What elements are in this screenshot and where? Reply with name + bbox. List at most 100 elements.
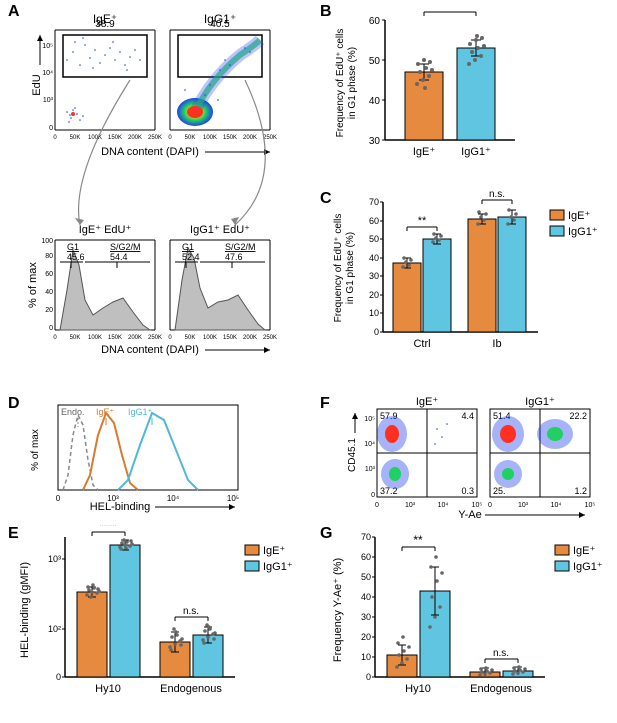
- svg-text:250K: 250K: [148, 335, 162, 341]
- svg-text:0: 0: [56, 494, 61, 503]
- svg-text:60: 60: [369, 216, 379, 226]
- svg-text:0: 0: [374, 327, 379, 337]
- svg-text:10³: 10³: [48, 554, 61, 564]
- panel-a-bot-igg1-title: IgG1⁺ EdU⁺: [190, 224, 250, 236]
- panel-d: Endo. IgE⁺ IgG1⁺ 010³10⁴10⁵ % of max HEL…: [10, 395, 290, 515]
- svg-text:0: 0: [488, 502, 492, 509]
- panel-a: 38.9 010³10⁴10⁵: [10, 5, 290, 365]
- panel-a-bot-ige-title: IgE⁺ EdU⁺: [79, 224, 132, 236]
- svg-text:10: 10: [369, 308, 379, 318]
- svg-text:10⁴: 10⁴: [167, 494, 180, 503]
- svg-text:Hy10: Hy10: [405, 683, 431, 695]
- svg-text:25.: 25.: [493, 486, 506, 496]
- svg-text:50K: 50K: [70, 335, 81, 341]
- svg-text:**: **: [445, 5, 455, 12]
- svg-text:S/G2/M: S/G2/M: [225, 242, 256, 252]
- svg-text:Frequency of EdU⁺ cells: Frequency of EdU⁺ cells: [333, 214, 344, 323]
- svg-text:10⁴: 10⁴: [438, 502, 449, 509]
- svg-text:0: 0: [49, 125, 53, 132]
- panel-a-igg1-title: IgG1⁺: [204, 12, 236, 26]
- svg-text:0: 0: [168, 135, 172, 141]
- svg-text:200K: 200K: [243, 335, 257, 341]
- svg-text:250K: 250K: [148, 135, 162, 141]
- svg-text:50: 50: [361, 572, 371, 582]
- svg-text:100K: 100K: [88, 335, 102, 341]
- svg-text:IgG1⁺: IgG1⁺: [525, 396, 555, 408]
- svg-text:Endogenous: Endogenous: [160, 683, 222, 695]
- svg-text:100K: 100K: [203, 135, 217, 141]
- svg-text:80: 80: [45, 253, 53, 260]
- svg-text:70: 70: [369, 197, 379, 207]
- svg-text:20: 20: [361, 632, 371, 642]
- svg-text:40: 40: [361, 592, 371, 602]
- svg-text:30: 30: [369, 136, 381, 147]
- svg-text:250K: 250K: [263, 335, 277, 341]
- panel-f-svg: 57.9 4.4 0.3 37.2 010³10⁴10⁵ 010³10⁴10⁵ …: [325, 395, 615, 520]
- svg-text:250K: 250K: [263, 135, 277, 141]
- svg-text:0: 0: [56, 672, 61, 682]
- panel-g-svg: 01020 304050 6070: [325, 525, 615, 715]
- svg-text:100: 100: [41, 238, 53, 245]
- panel-a-ige-title: IgE⁺: [93, 12, 117, 26]
- svg-text:Ctrl: Ctrl: [413, 338, 430, 350]
- svg-text:**: **: [413, 533, 423, 547]
- svg-text:IgE⁺: IgE⁺: [413, 146, 436, 158]
- svg-text:4.4: 4.4: [461, 411, 474, 421]
- svg-text:60: 60: [361, 552, 371, 562]
- svg-text:IgE⁺: IgE⁺: [573, 545, 596, 557]
- svg-text:G1: G1: [182, 242, 194, 252]
- panel-g: 01020 304050 6070: [325, 525, 615, 715]
- svg-text:10³: 10³: [405, 502, 416, 509]
- svg-text:1.2: 1.2: [574, 486, 587, 496]
- svg-text:150K: 150K: [108, 135, 122, 141]
- svg-text:0: 0: [49, 325, 53, 332]
- svg-text:150K: 150K: [223, 135, 237, 141]
- svg-text:50: 50: [369, 234, 379, 244]
- svg-text:70: 70: [361, 532, 371, 542]
- svg-text:150K: 150K: [108, 335, 122, 341]
- svg-text:Ib: Ib: [492, 338, 501, 350]
- svg-text:**: **: [418, 215, 427, 227]
- svg-text:40: 40: [369, 96, 381, 107]
- svg-text:40: 40: [369, 253, 379, 263]
- svg-text:45.6: 45.6: [67, 252, 85, 262]
- svg-text:Endo.: Endo.: [61, 407, 85, 417]
- svg-text:10⁵: 10⁵: [472, 502, 483, 509]
- svg-text:60: 60: [45, 271, 53, 278]
- svg-text:HEL-binding (gMFI): HEL-binding (gMFI): [19, 562, 31, 658]
- svg-text:Frequency of EdU⁺ cells: Frequency of EdU⁺ cells: [335, 29, 346, 138]
- svg-text:10⁵: 10⁵: [227, 494, 239, 503]
- svg-text:50K: 50K: [185, 335, 196, 341]
- svg-text:100K: 100K: [88, 135, 102, 141]
- svg-text:10⁴: 10⁴: [364, 441, 375, 448]
- svg-text:Endogenous: Endogenous: [470, 683, 532, 695]
- svg-text:0: 0: [366, 672, 371, 682]
- svg-text:Hy10: Hy10: [95, 683, 121, 695]
- svg-text:IgG1⁺: IgG1⁺: [573, 561, 603, 573]
- svg-text:10³: 10³: [518, 502, 529, 509]
- svg-text:n.s.: n.s.: [183, 606, 199, 617]
- svg-text:52.4: 52.4: [182, 252, 200, 262]
- svg-text:IgE⁺: IgE⁺: [568, 210, 591, 222]
- svg-text:200K: 200K: [128, 335, 142, 341]
- svg-text:20: 20: [369, 290, 379, 300]
- svg-text:n.s.: n.s.: [493, 648, 509, 659]
- svg-text:% of max: % of max: [30, 429, 41, 471]
- svg-text:G1: G1: [67, 242, 79, 252]
- svg-text:in G1 phase (%): in G1 phase (%): [345, 232, 356, 304]
- svg-text:0: 0: [53, 335, 57, 341]
- svg-text:20: 20: [45, 307, 53, 314]
- svg-text:100K: 100K: [203, 335, 217, 341]
- svg-text:50: 50: [369, 56, 381, 67]
- svg-text:10⁴: 10⁴: [551, 502, 562, 509]
- panel-e-svg: 0 10² 10³: [10, 525, 310, 715]
- svg-text:S/G2/M: S/G2/M: [110, 242, 141, 252]
- svg-text:IgG1⁺: IgG1⁺: [461, 146, 491, 158]
- svg-text:****: ****: [99, 525, 117, 532]
- panel-a-top-xaxis: DNA content (DAPI): [101, 146, 199, 158]
- svg-text:in G1 phase (%): in G1 phase (%): [347, 47, 358, 119]
- panel-c-svg: 01020 304050 6070: [325, 190, 615, 365]
- svg-text:10³: 10³: [365, 466, 376, 473]
- svg-text:CD45.1: CD45.1: [347, 438, 358, 472]
- svg-text:40: 40: [45, 289, 53, 296]
